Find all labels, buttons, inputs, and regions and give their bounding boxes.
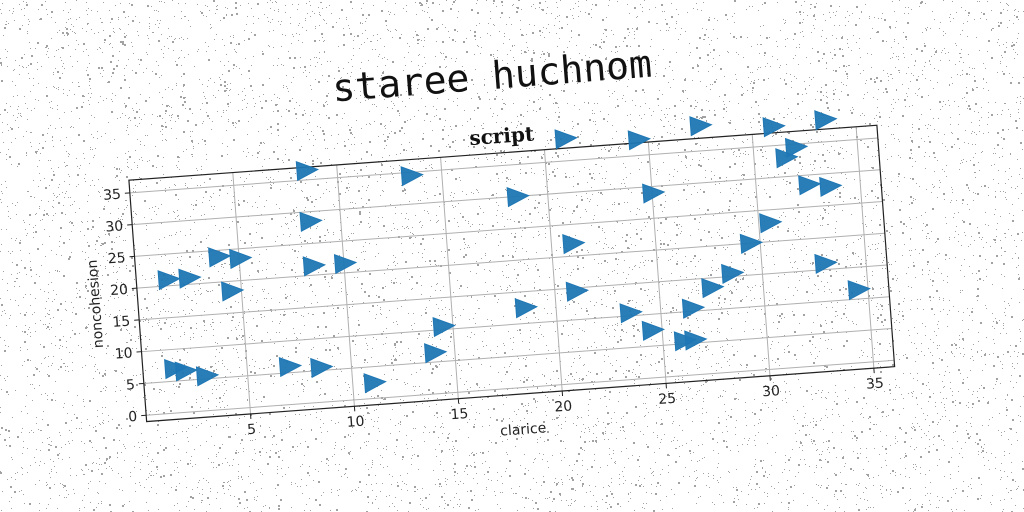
x-axis-label: clarice <box>500 420 547 439</box>
axis-ticks: 5 10 15 20 25 30 35 0 5 10 15 20 25 30 35 <box>103 187 885 439</box>
x-tick-label: 25 <box>658 391 677 408</box>
y-grid-line <box>136 232 885 289</box>
y-grid-line <box>132 169 881 226</box>
scatter-point <box>847 280 871 301</box>
scatter-point <box>178 268 202 289</box>
scatter-point <box>400 166 424 187</box>
scatter-point <box>310 357 334 379</box>
y-tick-label: 5 <box>125 377 135 394</box>
scatter-point <box>689 116 713 137</box>
scatter-point <box>721 263 745 285</box>
scatter-point <box>221 281 245 302</box>
scatter-point <box>627 130 652 151</box>
y-tick-label: 15 <box>112 314 131 331</box>
scatter-point <box>562 234 586 255</box>
scatter-point <box>775 148 799 169</box>
scatter-point <box>195 366 220 387</box>
x-grid-line <box>855 126 875 369</box>
scatter-point <box>432 316 456 338</box>
y-tick-label: 0 <box>128 409 138 426</box>
x-tick-label: 20 <box>554 398 573 415</box>
chart-title: script <box>468 121 535 150</box>
scatter-point <box>684 330 708 351</box>
scatter-point <box>174 361 198 382</box>
scatter-point <box>681 298 706 319</box>
scatter-point <box>363 373 387 394</box>
scatter-point <box>814 253 838 275</box>
x-tick-label: 15 <box>450 406 469 423</box>
scatter-point <box>208 247 232 268</box>
y-grid-line <box>129 137 878 194</box>
scatter-point <box>619 303 643 324</box>
x-grid-line <box>336 164 355 407</box>
y-tick-label: 30 <box>105 218 124 235</box>
scatter-point <box>641 320 666 341</box>
scatter-point <box>278 356 303 378</box>
scatter-point <box>701 278 725 299</box>
x-tick-label: 35 <box>866 375 885 392</box>
x-tick-label: 10 <box>346 414 365 431</box>
plot-frame <box>128 124 896 423</box>
scatter-point <box>554 129 578 150</box>
scatter-point <box>333 253 358 275</box>
scatter-point <box>514 298 539 319</box>
y-tick-label: 20 <box>110 282 129 299</box>
scatter-point <box>295 160 320 182</box>
scatter-point <box>157 270 181 291</box>
scatter-point <box>299 211 323 232</box>
scatter-point <box>819 176 843 198</box>
x-grid-line <box>440 157 459 399</box>
x-grid-line <box>232 172 252 414</box>
x-grid-line <box>647 142 667 384</box>
y-axis-label: noncohesion <box>85 259 107 349</box>
y-grid-line <box>141 296 890 353</box>
scatter-point <box>642 183 666 204</box>
scatter-point <box>762 117 786 138</box>
scatter-point <box>759 213 783 234</box>
grid-lines <box>129 126 895 416</box>
scatter-point <box>506 187 530 208</box>
scatter-point <box>798 175 822 196</box>
scatter-point <box>302 256 327 277</box>
y-grid-line <box>143 328 892 384</box>
scatter-point <box>424 343 448 364</box>
scatter-point <box>565 281 590 302</box>
y-tick-label: 10 <box>114 345 133 362</box>
scatter-point <box>739 233 764 254</box>
x-grid-line <box>751 134 771 376</box>
x-tick-label: 5 <box>247 422 257 439</box>
scatter-point <box>814 110 838 131</box>
y-tick-label: 35 <box>103 187 122 204</box>
scatter-point <box>229 248 253 270</box>
y-grid-line <box>139 264 888 321</box>
x-grid-line <box>543 149 563 392</box>
y-grid-line <box>146 359 895 416</box>
x-tick-label: 30 <box>762 383 781 400</box>
chart-rotated-group: 5 10 15 20 25 30 35 0 5 10 15 20 25 30 35 script clari… <box>85 110 896 440</box>
scatter-point <box>784 137 809 159</box>
scatter-points <box>157 110 871 394</box>
y-grid-line <box>134 200 883 257</box>
y-tick-label: 25 <box>107 250 126 267</box>
